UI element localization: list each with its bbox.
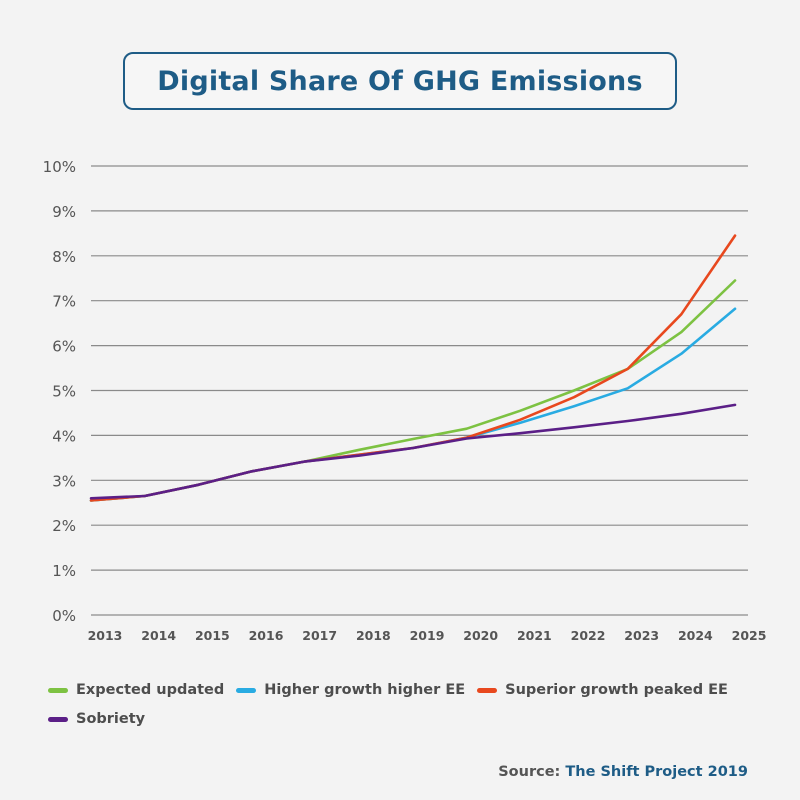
legend-label: Expected updated: [76, 682, 225, 698]
y-tick-label: 9%: [52, 203, 76, 221]
chart-title-box: Digital Share Of GHG Emissions: [123, 52, 677, 110]
x-tick-label: 2013: [88, 628, 123, 643]
series-line-higher-growth-higher-ee: [89, 307, 737, 502]
y-tick-label: 0%: [52, 607, 76, 625]
x-tick-label: 2018: [356, 628, 391, 643]
x-tick-label: 2016: [249, 628, 284, 643]
x-tick-label: 2025: [732, 628, 767, 643]
legend-label: Higher growth higher EE: [264, 682, 466, 698]
legend-swatch: [236, 687, 257, 693]
legend-label: Superior growth peaked EE: [505, 682, 728, 698]
y-tick-label: 2%: [52, 517, 76, 535]
x-tick-label: 2015: [195, 628, 230, 643]
legend: Expected updated Higher growth higher EE…: [48, 680, 768, 738]
source-label: Source:: [498, 764, 561, 780]
source-credit: Source: The Shift Project 2019: [498, 764, 748, 780]
y-tick-label: 7%: [52, 293, 76, 311]
source-org: The Shift Project 2019: [565, 764, 748, 780]
y-tick-label: 8%: [52, 248, 76, 266]
y-tick-label: 10%: [43, 158, 76, 176]
x-tick-label: 2019: [410, 628, 445, 643]
legend-swatch: [477, 687, 498, 693]
x-tick-label: 2017: [302, 628, 337, 643]
x-tick-label: 2024: [678, 628, 713, 643]
legend-row: Expected updated Higher growth higher EE…: [48, 680, 768, 700]
legend-item-expected-updated: Expected updated: [48, 682, 224, 698]
series-line-sobriety: [89, 403, 737, 500]
legend-item-higher-growth: Higher growth higher EE: [236, 682, 465, 698]
x-tick-label: 2022: [571, 628, 606, 643]
legend-item-sobriety: Sobriety: [48, 711, 145, 727]
x-tick-label: 2023: [624, 628, 659, 643]
y-tick-label: 5%: [52, 383, 76, 401]
legend-swatch: [48, 716, 68, 722]
legend-row: Sobriety: [48, 709, 768, 729]
chart-title: Digital Share Of GHG Emissions: [157, 65, 643, 97]
y-tick-label: 4%: [52, 427, 76, 445]
legend-label: Sobriety: [76, 711, 146, 727]
y-tick-label: 3%: [52, 472, 76, 490]
legend-swatch: [48, 687, 68, 693]
y-tick-label: 6%: [52, 338, 76, 356]
x-tick-label: 2021: [517, 628, 552, 643]
x-tick-label: 2014: [141, 628, 176, 643]
y-tick-label: 1%: [52, 562, 76, 580]
series-line-superior-growth-peaked-ee: [89, 234, 737, 502]
x-tick-label: 2020: [463, 628, 498, 643]
legend-item-superior-growth: Superior growth peaked EE: [477, 682, 728, 698]
